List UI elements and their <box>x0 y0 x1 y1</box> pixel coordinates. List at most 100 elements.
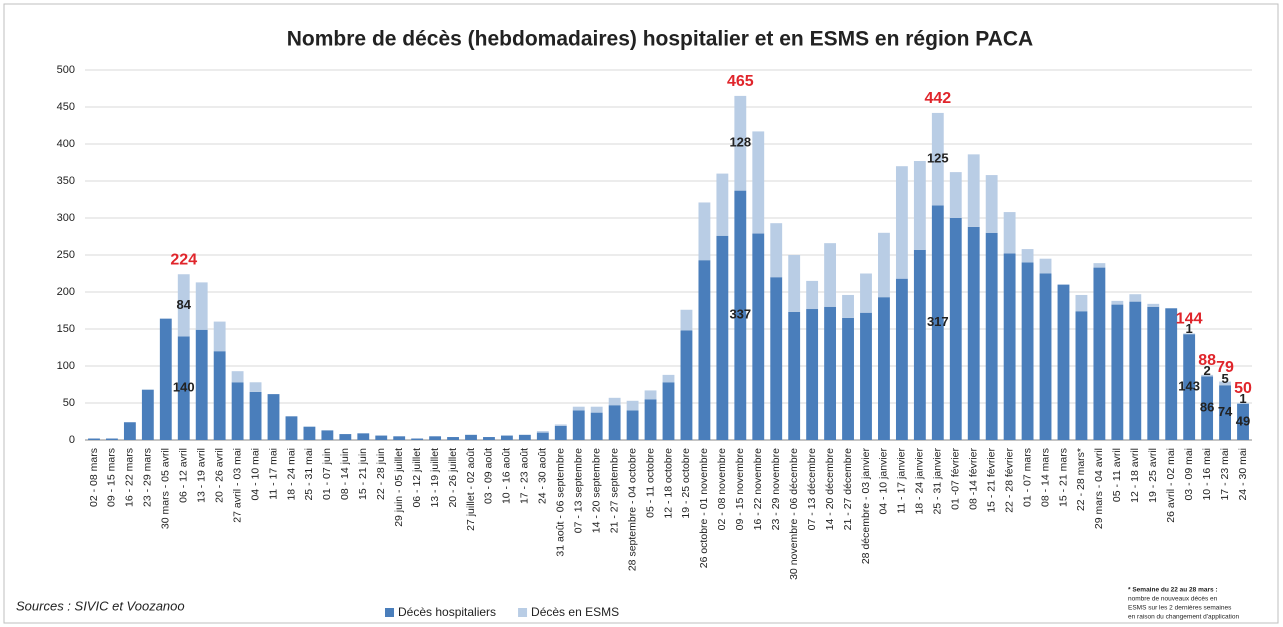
bar-segment <box>824 306 837 440</box>
bar-segment <box>393 436 406 440</box>
x-tick-label: 04 - 10 mai <box>249 448 261 501</box>
bar-segment <box>878 232 890 298</box>
bar-segment <box>752 233 765 440</box>
bar-segment <box>213 351 226 440</box>
x-tick-label: 27 avril - 03 mai <box>231 448 243 523</box>
total-annotation: 144 <box>1176 311 1203 328</box>
bar-segment <box>285 416 298 440</box>
bar-segment <box>644 399 657 440</box>
total-annotation: 50 <box>1234 380 1252 397</box>
bar-segment <box>1057 284 1070 440</box>
bar-segment <box>357 433 370 440</box>
x-tick-label: 22 - 28 février <box>1003 447 1015 512</box>
x-tick-label: 13 - 19 juillet <box>429 448 441 508</box>
bar-segment <box>375 435 388 440</box>
bar-segment <box>662 382 675 440</box>
bar-segment <box>931 112 944 206</box>
bar-segment <box>878 297 890 440</box>
data-label: 84 <box>177 297 192 312</box>
total-annotation: 79 <box>1216 359 1234 376</box>
bar-segment <box>967 154 980 227</box>
bar-segment <box>1039 273 1052 440</box>
y-tick-label: 150 <box>57 323 75 335</box>
bar-segment <box>1183 333 1196 335</box>
x-tick-label: 13 - 19 avril <box>195 448 207 503</box>
y-tick-label: 50 <box>63 397 75 409</box>
x-tick-label: 26 octobre - 01 novembre <box>698 448 710 568</box>
bar-segment <box>860 312 872 440</box>
bar-segment <box>806 280 819 310</box>
bar-segment <box>931 205 944 440</box>
bar-segment <box>590 406 603 413</box>
bar-segment <box>770 277 783 440</box>
bar-segment <box>195 282 208 330</box>
bar-segment <box>536 432 549 440</box>
bar-segment <box>1237 403 1249 404</box>
bar-segment <box>913 249 926 440</box>
data-label: 317 <box>927 314 949 329</box>
data-label: 1 <box>1239 391 1246 406</box>
x-tick-label: 09 - 15 mars <box>106 448 118 507</box>
x-tick-label: 26 avril - 02 mai <box>1165 448 1177 523</box>
bar-segment <box>1129 301 1142 440</box>
x-tick-label: 11 - 17 janvier <box>896 448 908 514</box>
y-tick-label: 100 <box>57 360 75 372</box>
total-annotation: 224 <box>170 251 197 268</box>
x-tick-label: 19 - 25 octobre <box>680 448 692 519</box>
bar-segment <box>734 95 747 191</box>
x-tick-label: 05 - 11 octobre <box>644 448 656 518</box>
bar-segment <box>1021 249 1034 263</box>
y-tick-label: 350 <box>57 175 75 187</box>
x-tick-label: 28 septembre - 04 octobre <box>626 448 638 571</box>
bar-segment <box>321 430 334 440</box>
bar-segment <box>1165 308 1178 440</box>
bar-segment <box>608 397 621 406</box>
bar-segment <box>895 166 908 279</box>
bar-segment <box>303 426 316 440</box>
data-label: 128 <box>729 135 751 150</box>
x-tick-label: 17 - 23 août <box>519 448 531 504</box>
x-tick-label: 25 - 31 mai <box>303 448 315 501</box>
footnote: nombre de nouveaux décès en <box>1128 596 1218 603</box>
source: Sources : SIVIC et Voozanoo <box>16 598 185 613</box>
bar-segment <box>1093 263 1106 268</box>
bar-segment <box>949 172 962 218</box>
bar-segment <box>662 374 675 383</box>
bar-segment <box>913 161 926 250</box>
bar-segment <box>680 330 693 440</box>
x-tick-label: 10 - 16 mai <box>1201 448 1213 501</box>
x-tick-label: 02 - 08 novembre <box>716 448 728 530</box>
x-tick-label: 28 décembre - 03 janvier <box>860 448 872 565</box>
bar-segment <box>626 410 639 440</box>
x-tick-label: 30 novembre - 06 décembre <box>788 448 800 580</box>
x-tick-label: 12 - 18 avril <box>1129 448 1141 503</box>
chart-title: Nombre de décès (hebdomadaires) hospital… <box>287 28 1033 51</box>
bar-segment <box>554 425 567 440</box>
bar-segment <box>1039 258 1052 274</box>
x-tick-label: 07 - 13 décembre <box>806 448 818 530</box>
y-tick-label: 200 <box>57 286 75 298</box>
x-tick-label: 22 - 28 mars* <box>1075 448 1087 511</box>
bar-segment <box>824 243 837 307</box>
bar-segment <box>644 390 657 400</box>
bar-segment <box>411 438 424 440</box>
data-label: 140 <box>173 380 195 395</box>
x-tick-label: 06 - 12 juillet <box>411 448 423 508</box>
bar-segment <box>967 226 980 440</box>
bar-segment <box>734 190 747 440</box>
bar-segment <box>806 309 819 440</box>
bar-segment <box>1021 262 1034 440</box>
bar-segment <box>1147 303 1160 307</box>
bar-segment <box>860 273 872 313</box>
bar-segment <box>231 371 244 383</box>
bar-segment <box>842 294 854 318</box>
bar-segment <box>949 218 962 440</box>
bar-segment <box>1201 374 1214 377</box>
bar-segment <box>1147 306 1160 440</box>
data-label: 86 <box>1200 400 1214 415</box>
bar-segment <box>429 436 442 440</box>
x-tick-label: 01 - 07 juin <box>321 448 333 500</box>
x-tick-label: 21 - 27 septembre <box>608 448 620 533</box>
footnote: en raison du changement d'application <box>1128 614 1239 621</box>
